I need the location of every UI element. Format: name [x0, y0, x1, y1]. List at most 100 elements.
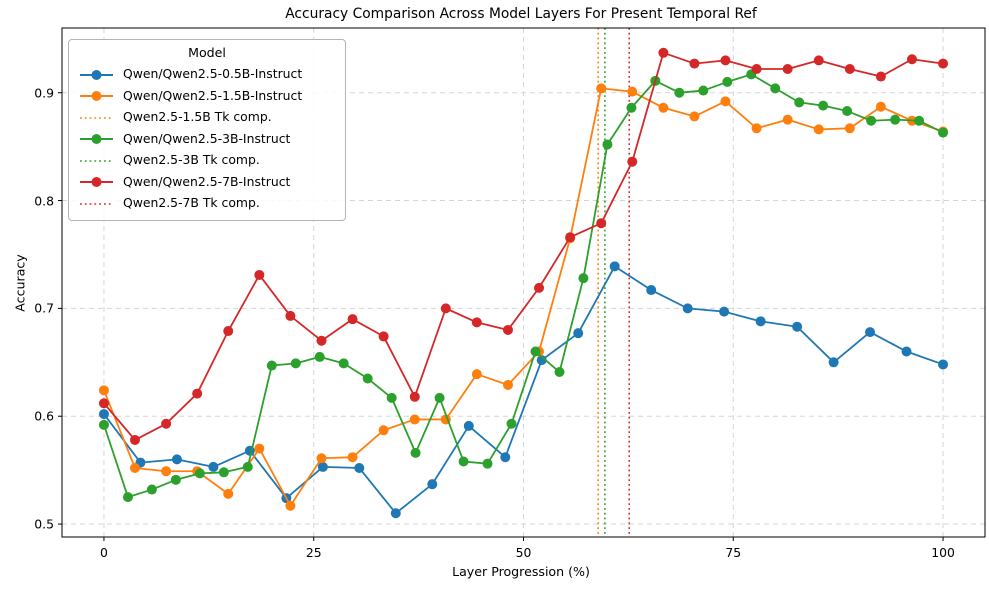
data-point	[844, 63, 855, 74]
legend-item-label: Qwen2.5-7B Tk comp.	[123, 195, 260, 211]
legend-item-label: Qwen2.5-1.5B Tk comp.	[123, 109, 272, 125]
data-point	[427, 479, 438, 490]
y-axis-label: Accuracy	[12, 254, 28, 312]
data-point	[482, 458, 493, 469]
data-point	[122, 492, 133, 503]
line-marker-icon	[79, 67, 114, 81]
data-point	[844, 123, 855, 134]
line-marker-icon	[79, 174, 114, 188]
data-point	[609, 261, 620, 272]
data-point	[866, 115, 877, 126]
y-tick-label: 0.5	[34, 516, 54, 532]
legend: Model Qwen/Qwen2.5-0.5B-Instruct Qwen/Qw…	[68, 39, 346, 221]
legend-item-label: Qwen/Qwen2.5-0.5B-Instruct	[123, 66, 303, 82]
data-point	[410, 447, 421, 458]
data-point	[146, 484, 157, 495]
data-point	[938, 359, 949, 370]
data-point	[875, 101, 886, 112]
data-point	[626, 102, 637, 113]
data-point	[751, 123, 762, 134]
data-point	[682, 303, 693, 314]
data-point	[875, 71, 886, 82]
x-tick-label: 50	[515, 545, 532, 560]
data-point	[471, 369, 482, 380]
data-point	[755, 316, 766, 327]
data-point	[506, 418, 517, 429]
data-point	[194, 468, 205, 479]
data-point	[720, 55, 731, 66]
data-point	[98, 409, 109, 420]
data-point	[347, 314, 358, 325]
data-point	[818, 100, 829, 111]
data-point	[914, 115, 925, 126]
data-point	[596, 83, 607, 94]
dotted-line-icon	[79, 153, 114, 167]
x-tick-label: 100	[931, 545, 955, 560]
data-point	[362, 373, 373, 384]
data-point	[698, 85, 709, 96]
legend-item-label: Qwen2.5-3B Tk comp.	[123, 152, 260, 168]
data-point	[254, 443, 265, 454]
data-point	[782, 63, 793, 74]
data-point	[130, 434, 141, 445]
x-tick-label: 0	[100, 545, 108, 560]
legend-title: Model	[188, 45, 226, 60]
data-point	[386, 392, 397, 403]
legend-item-qwen2.5-7b-instruct: Qwen/Qwen2.5-7B-Instruct	[79, 171, 335, 193]
line-marker-icon	[79, 131, 114, 145]
y-tick-label: 0.7	[34, 300, 54, 316]
data-point	[813, 55, 824, 66]
data-point	[285, 310, 296, 321]
data-point	[865, 327, 876, 338]
data-point	[223, 488, 234, 499]
data-point	[565, 232, 576, 243]
data-point	[378, 331, 389, 342]
data-point	[500, 452, 511, 463]
data-point	[828, 357, 839, 368]
data-point	[530, 346, 541, 357]
data-point	[378, 425, 389, 436]
data-point	[192, 388, 203, 399]
data-point	[719, 306, 730, 317]
legend-item-label: Qwen/Qwen2.5-1.5B-Instruct	[123, 87, 303, 103]
data-point	[658, 47, 669, 58]
data-point	[316, 335, 327, 346]
data-point	[534, 282, 545, 293]
data-point	[98, 419, 109, 430]
chart-title: Accuracy Comparison Across Model Layers …	[285, 6, 757, 22]
data-point	[434, 392, 445, 403]
data-point	[770, 83, 781, 94]
data-point	[906, 54, 917, 65]
legend-item-qwen2.5-1.5b-tk-comp: Qwen2.5-1.5B Tk comp.	[79, 106, 335, 128]
data-point	[130, 462, 141, 473]
data-point	[354, 462, 365, 473]
data-point	[208, 461, 219, 472]
y-tick-label: 0.9	[34, 85, 54, 101]
data-point	[602, 139, 613, 150]
data-point	[502, 324, 513, 335]
data-point	[338, 358, 349, 369]
data-point	[290, 358, 301, 369]
data-point	[390, 508, 401, 519]
series-line-1	[103, 87, 944, 507]
legend-item-qwen2.5-1.5b-instruct: Qwen/Qwen2.5-1.5B-Instruct	[79, 85, 335, 107]
data-point	[98, 398, 109, 409]
legend-item-label: Qwen/Qwen2.5-7B-Instruct	[123, 173, 291, 189]
data-point	[689, 58, 700, 69]
data-point	[242, 461, 253, 472]
data-point	[254, 269, 265, 280]
data-point	[554, 367, 565, 378]
data-point	[98, 385, 109, 396]
data-point	[794, 97, 805, 108]
data-point	[722, 76, 733, 87]
data-point	[813, 124, 824, 135]
x-tick-label: 25	[305, 545, 322, 560]
data-point	[890, 114, 901, 125]
series-line-3	[103, 51, 944, 441]
data-point	[171, 454, 182, 465]
data-point	[627, 86, 638, 97]
legend-item-label: Qwen/Qwen2.5-3B-Instruct	[123, 130, 291, 146]
data-point	[578, 273, 589, 284]
legend-item-qwen2.5-3b-instruct: Qwen/Qwen2.5-3B-Instruct	[79, 128, 335, 150]
